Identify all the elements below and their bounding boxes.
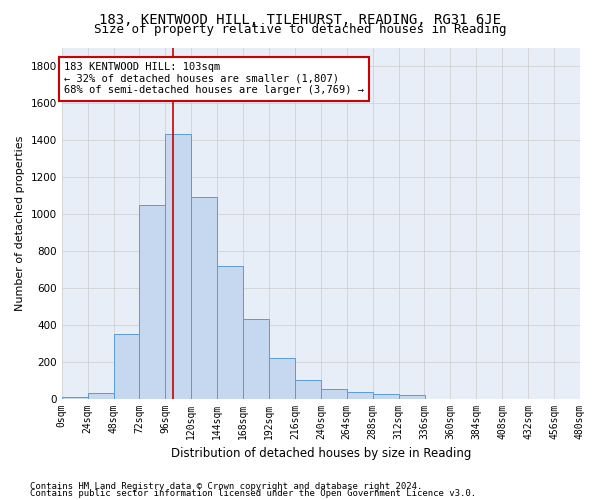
Text: 183 KENTWOOD HILL: 103sqm
← 32% of detached houses are smaller (1,807)
68% of se: 183 KENTWOOD HILL: 103sqm ← 32% of detac… [64,62,364,96]
Bar [217,266,243,398]
Bar [139,204,166,398]
Bar [321,390,347,398]
Bar [295,380,321,398]
X-axis label: Distribution of detached houses by size in Reading: Distribution of detached houses by size … [170,447,471,460]
Bar [398,395,425,398]
Text: Contains HM Land Registry data © Crown copyright and database right 2024.: Contains HM Land Registry data © Crown c… [30,482,422,491]
Bar [113,334,139,398]
Bar [62,396,88,398]
Bar [347,392,373,398]
Text: 183, KENTWOOD HILL, TILEHURST, READING, RG31 6JE: 183, KENTWOOD HILL, TILEHURST, READING, … [99,12,501,26]
Bar [88,393,113,398]
Bar [269,358,295,399]
Text: Size of property relative to detached houses in Reading: Size of property relative to detached ho… [94,22,506,36]
Bar [166,134,191,398]
Bar [243,319,269,398]
Text: Contains public sector information licensed under the Open Government Licence v3: Contains public sector information licen… [30,489,476,498]
Bar [373,394,398,398]
Bar [191,197,217,398]
Y-axis label: Number of detached properties: Number of detached properties [15,136,25,310]
